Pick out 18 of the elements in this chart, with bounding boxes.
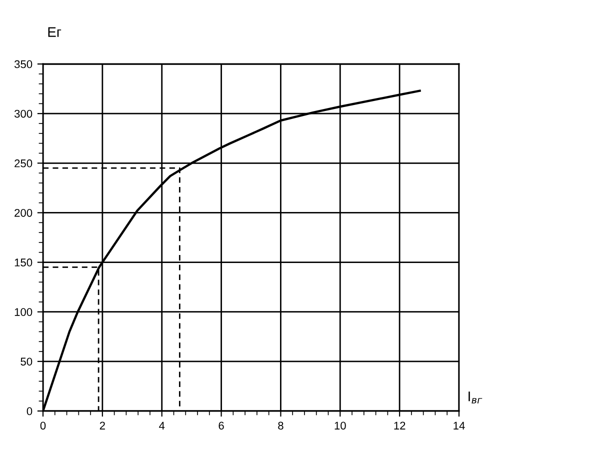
x-tick-label: 8 bbox=[278, 422, 284, 430]
x-axis-title: I$_{вг}$ bbox=[468, 392, 482, 404]
y-tick-label: 100 bbox=[14, 308, 32, 316]
y-axis-title: Eг bbox=[48, 27, 62, 37]
y-tick-label: 200 bbox=[14, 208, 32, 217]
x-tick-label: 12 bbox=[394, 422, 406, 430]
y-tick-label: 300 bbox=[14, 110, 32, 118]
y-tick-label: 150 bbox=[14, 258, 32, 266]
y-tick-label: 0 bbox=[26, 407, 32, 416]
x-tick-label: 4 bbox=[159, 422, 165, 430]
x-tick-label: 2 bbox=[100, 422, 105, 430]
x-tick-label: 14 bbox=[454, 422, 465, 430]
x-tick-label: 10 bbox=[334, 422, 346, 430]
y-tick-label: 250 bbox=[14, 159, 32, 168]
y-tick-label: 350 bbox=[14, 60, 32, 68]
y-tick-label: 50 bbox=[20, 358, 32, 366]
x-tick-label: 0 bbox=[40, 422, 46, 430]
x-tick-label: 6 bbox=[218, 422, 224, 430]
